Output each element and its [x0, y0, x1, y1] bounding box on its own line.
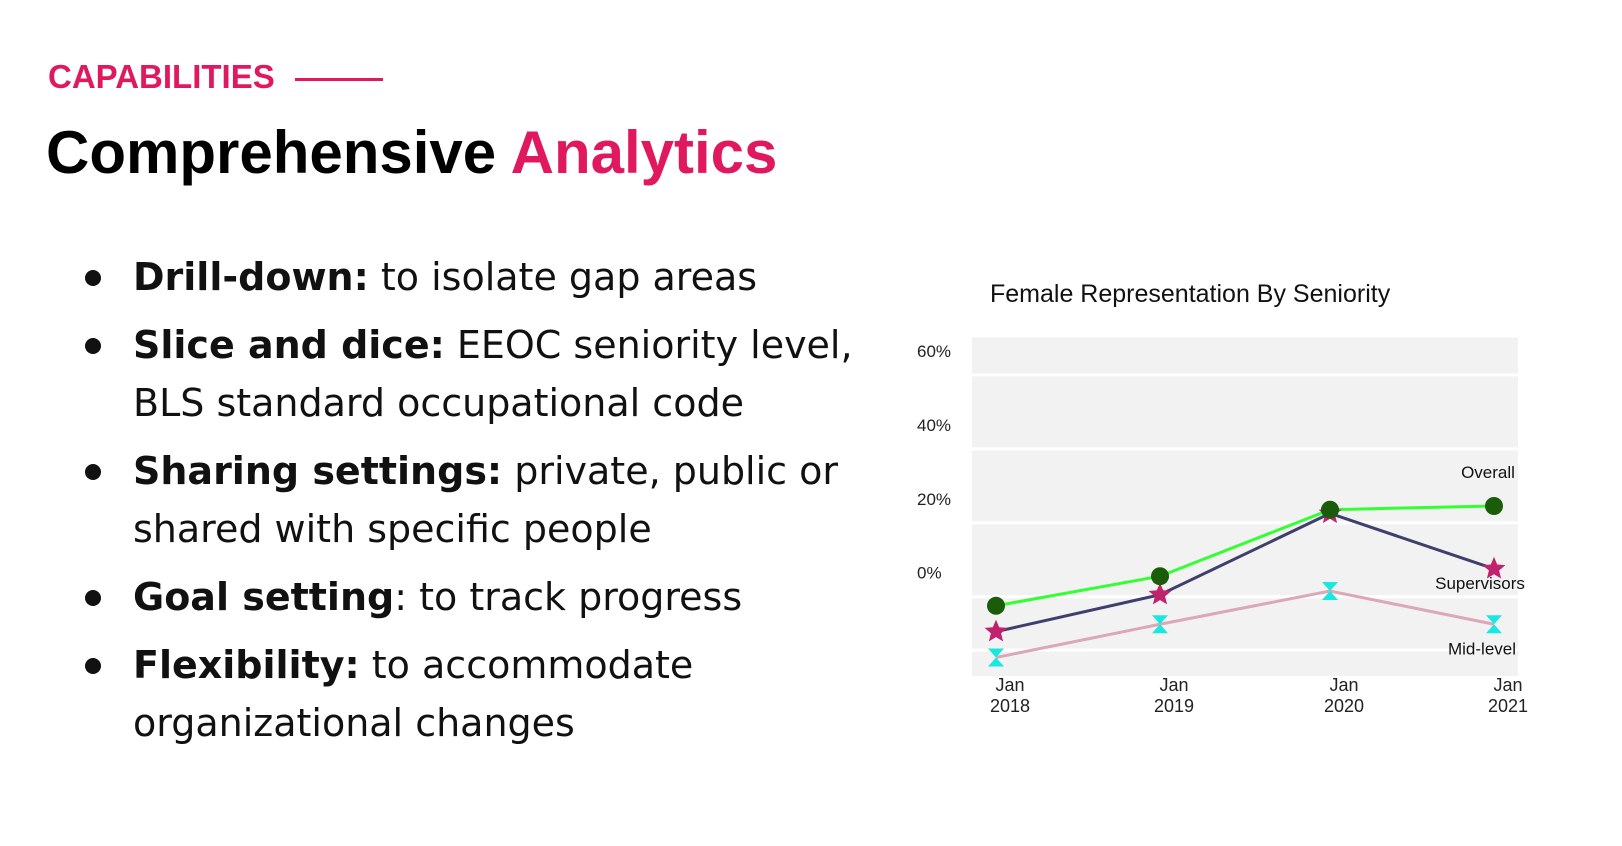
- series-label: Overall: [1461, 463, 1515, 482]
- list-item: Slice and dice: EEOC seniority level, BL…: [85, 316, 885, 432]
- section-eyebrow: CAPABILITIES: [48, 58, 383, 96]
- bullet-bold: Slice and dice:: [133, 323, 445, 367]
- bullet-bold: Drill-down:: [133, 255, 369, 299]
- page-title: Comprehensive Analytics: [46, 118, 777, 187]
- data-point-circle: [1485, 497, 1503, 515]
- bullet-dot-icon: [85, 270, 101, 286]
- bullet-dot-icon: [85, 590, 101, 606]
- y-tick-label: 40%: [917, 416, 951, 435]
- x-tick-label: Jan 2018: [990, 675, 1030, 716]
- data-point-hourglass: [1152, 615, 1168, 634]
- bullet-bold: Flexibility:: [133, 643, 360, 687]
- capabilities-list: Drill-down: to isolate gap areas Slice a…: [85, 248, 885, 762]
- series-label: Mid-level: [1448, 639, 1516, 658]
- bullet-text: to accommodate organizational changes: [133, 643, 694, 745]
- bullet-dot-icon: [85, 464, 101, 480]
- data-point-circle: [987, 596, 1005, 615]
- data-point-hourglass: [988, 648, 1004, 667]
- list-item: Sharing settings: private, public or sha…: [85, 442, 885, 558]
- data-point-star: [984, 619, 1008, 642]
- x-tick-label: Jan 2019: [1154, 675, 1194, 716]
- data-point-star: [1148, 582, 1172, 605]
- list-item: Drill-down: to isolate gap areas: [85, 248, 885, 306]
- bullet-dot-icon: [85, 658, 101, 674]
- bullet-bold: Sharing settings:: [133, 449, 503, 493]
- bullet-text: : to track progress: [394, 575, 743, 619]
- data-point-hourglass: [1322, 582, 1338, 600]
- series-line-mid-level: [995, 589, 1495, 659]
- eyebrow-text: CAPABILITIES: [48, 58, 275, 95]
- list-item: Goal setting: to track progress: [85, 568, 885, 626]
- plot-background: [972, 336, 1518, 676]
- list-item: Flexibility: to accommodate organization…: [85, 636, 885, 752]
- y-tick-label: 0%: [917, 564, 942, 583]
- data-point-star: [1318, 501, 1342, 524]
- x-tick-label: Jan 2021: [1488, 675, 1528, 716]
- series-label: Supervisors: [1435, 574, 1525, 593]
- series-line-overall: [995, 504, 1495, 608]
- bullet-text: to isolate gap areas: [368, 255, 758, 299]
- eyebrow-divider: [294, 77, 383, 81]
- y-tick-label: 60%: [917, 342, 951, 361]
- bullet-text: private, public or shared with specific …: [133, 449, 839, 551]
- bullet-bold: Goal setting: [133, 575, 395, 619]
- data-point-circle: [1321, 500, 1339, 519]
- x-tick-label: Jan 2020: [1324, 675, 1364, 716]
- data-point-star: [1482, 556, 1506, 579]
- title-main: Comprehensive: [46, 119, 497, 186]
- data-point-hourglass: [1486, 615, 1502, 634]
- chart-title: Female Representation By Seniority: [990, 280, 1391, 308]
- series-line-supervisors: [995, 511, 1495, 634]
- title-accent: Analytics: [510, 119, 778, 186]
- bullet-dot-icon: [85, 338, 101, 354]
- data-point-circle: [1151, 567, 1169, 586]
- bullet-text: EEOC seniority level, BLS standard occup…: [133, 323, 853, 425]
- y-tick-label: 20%: [917, 490, 951, 509]
